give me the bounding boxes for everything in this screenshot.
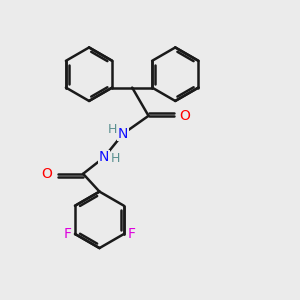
- Text: O: O: [179, 109, 190, 123]
- Text: H: H: [110, 152, 120, 165]
- Text: H: H: [108, 123, 118, 136]
- Text: N: N: [118, 127, 128, 141]
- Text: F: F: [128, 227, 136, 241]
- Text: N: N: [99, 150, 109, 164]
- Text: F: F: [64, 227, 71, 241]
- Text: O: O: [42, 167, 52, 181]
